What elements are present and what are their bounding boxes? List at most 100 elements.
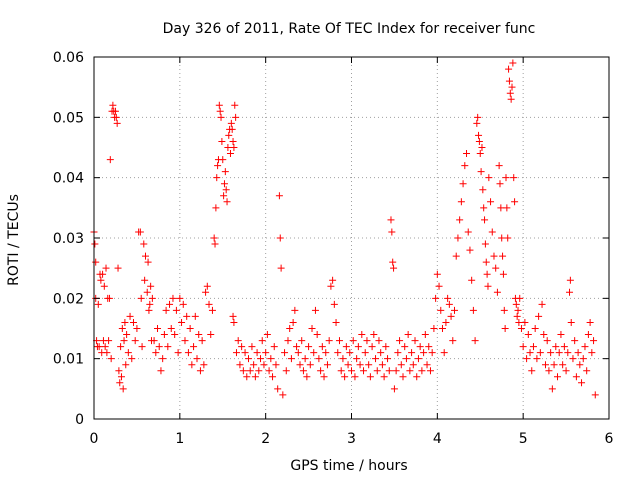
data-point <box>578 379 586 387</box>
data-point <box>257 355 265 363</box>
data-point <box>531 325 539 332</box>
data-point <box>211 240 219 248</box>
data-point <box>535 312 543 320</box>
data-point <box>121 318 129 326</box>
data-point <box>239 367 247 375</box>
data-point <box>219 156 227 164</box>
data-point <box>566 276 574 284</box>
data-point <box>279 391 287 399</box>
data-point <box>306 361 314 369</box>
data-point <box>509 59 517 67</box>
data-point <box>105 294 113 302</box>
data-point <box>253 349 261 357</box>
data-point <box>166 300 174 308</box>
data-point <box>258 337 266 345</box>
data-point <box>414 355 422 363</box>
data-point <box>560 343 568 351</box>
data-point <box>495 162 503 170</box>
y-tick-label: 0 <box>75 412 84 428</box>
data-point <box>94 300 102 308</box>
data-point <box>318 343 326 351</box>
data-point <box>232 349 240 357</box>
y-tick-label: 0.02 <box>53 291 84 307</box>
data-point <box>97 276 105 284</box>
data-point <box>499 270 507 278</box>
data-point <box>329 276 337 284</box>
data-point <box>301 355 309 363</box>
data-point <box>335 337 343 345</box>
data-point <box>277 264 285 272</box>
data-point <box>191 312 199 320</box>
data-point <box>464 228 472 236</box>
data-point <box>474 113 482 121</box>
data-point <box>351 373 359 381</box>
data-point <box>506 89 514 97</box>
data-point <box>298 337 306 345</box>
data-point <box>406 367 414 375</box>
data-point <box>554 373 561 381</box>
data-point <box>265 367 273 375</box>
data-point <box>225 131 233 139</box>
data-point <box>276 234 284 242</box>
data-point <box>92 258 100 266</box>
data-point <box>299 367 307 375</box>
y-tick-label: 0.01 <box>53 352 84 368</box>
data-point <box>179 300 187 308</box>
data-point <box>366 373 374 381</box>
y-tick-label: 0.04 <box>53 171 84 187</box>
data-point <box>190 343 198 351</box>
x-tick-label: 1 <box>175 431 184 447</box>
data-point <box>511 198 519 206</box>
data-point <box>517 325 525 332</box>
chart-title: Day 326 of 2011, Rate Of TEC Index for r… <box>163 21 536 37</box>
data-point <box>372 355 380 363</box>
data-point <box>562 367 570 375</box>
data-point <box>154 325 162 332</box>
data-point <box>232 113 240 121</box>
data-point <box>564 349 572 357</box>
data-point <box>310 349 318 357</box>
data-point <box>250 361 258 369</box>
data-point <box>178 318 186 326</box>
data-point <box>440 349 448 357</box>
data-point <box>480 204 488 212</box>
data-point <box>432 294 440 302</box>
data-point <box>255 367 263 375</box>
data-point <box>437 306 445 314</box>
data-point <box>330 300 338 308</box>
data-point <box>368 343 376 351</box>
data-point <box>493 288 501 296</box>
data-point <box>315 355 323 363</box>
data-point <box>109 101 117 109</box>
data-point <box>99 270 107 278</box>
data-point <box>144 258 152 266</box>
data-point <box>198 337 206 345</box>
data-point <box>471 337 479 345</box>
data-point <box>208 306 216 314</box>
data-point <box>322 349 330 357</box>
y-axis-label: ROTI / TECUs <box>6 194 22 286</box>
data-point <box>356 361 364 369</box>
x-tick-label: 4 <box>433 431 442 447</box>
data-point <box>171 331 179 339</box>
data-point <box>152 349 160 357</box>
data-point <box>418 367 426 375</box>
data-point <box>196 367 204 375</box>
data-point <box>241 349 249 357</box>
data-point <box>377 349 385 357</box>
data-point <box>217 113 225 121</box>
data-point <box>339 355 347 363</box>
data-point <box>212 204 220 212</box>
data-point <box>160 331 168 339</box>
data-point <box>502 174 510 182</box>
data-point <box>433 270 441 278</box>
data-point <box>584 331 592 339</box>
data-point <box>484 282 492 290</box>
data-point <box>567 318 575 326</box>
data-point <box>207 331 215 339</box>
data-point <box>461 162 469 170</box>
data-point <box>512 300 520 308</box>
data-point <box>466 246 474 254</box>
data-point <box>421 331 429 339</box>
